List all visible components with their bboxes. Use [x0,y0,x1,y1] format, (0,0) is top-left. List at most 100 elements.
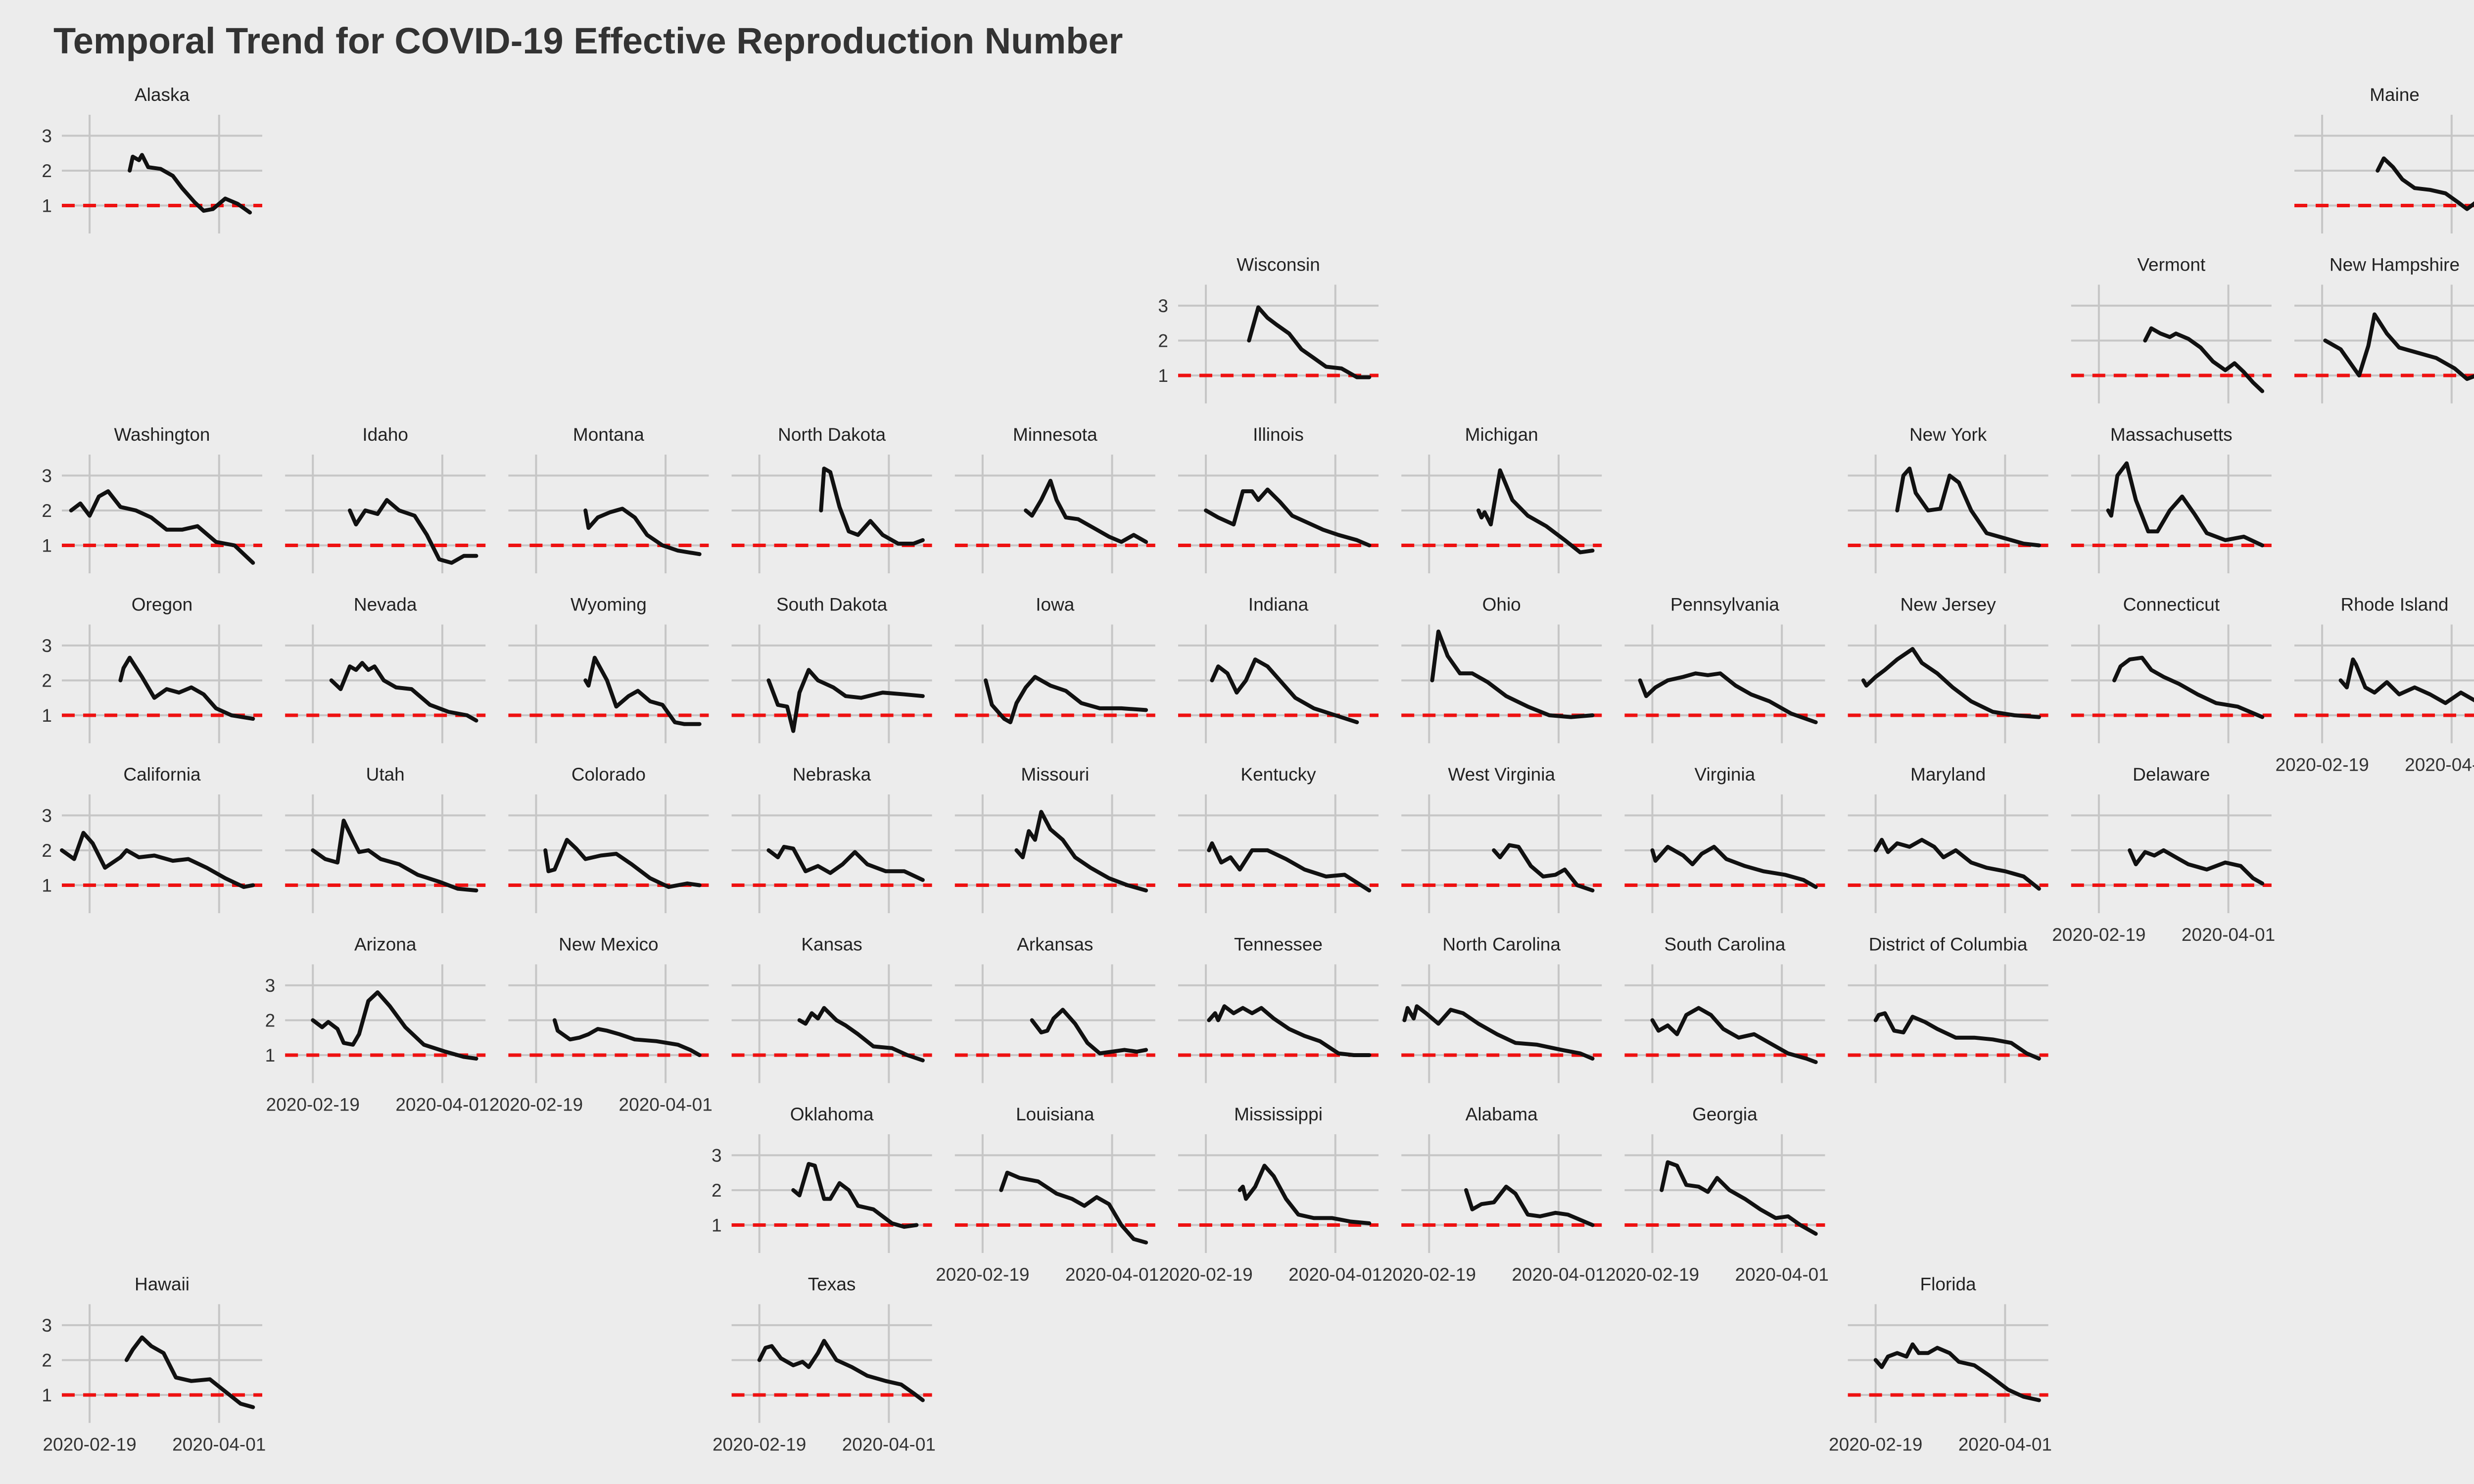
facet-panel-arizona: Arizona 1 2 3 2020-02-19 2020-04-01 [265,934,489,1115]
facet-panel-west-virginia: West Virginia [1401,764,1602,913]
panel-title: Rhode Island [2340,595,2448,615]
rt-series-line [791,1162,919,1229]
facet-panel-virginia: Virginia [1624,764,1825,913]
y-tick-label: 2 [42,501,52,521]
y-tick-label: 3 [42,636,52,656]
rt-series-line [329,661,478,723]
y-tick-label: 2 [1158,330,1168,351]
facet-panel-rhode-island: Rhode Island 2020-02-19 2020-04-01 [2275,595,2474,775]
panel-title: Alabama [1466,1104,1538,1124]
facet-panel-new-hampshire: New Hampshire [2294,255,2474,404]
panel-title: Maryland [1910,764,1986,785]
rt-series-line [1650,844,1818,889]
x-tick-label: 2020-02-19 [43,1435,136,1455]
panel-title: Alaska [135,85,190,105]
x-tick-label: 2020-04-01 [619,1095,713,1115]
y-tick-label: 1 [712,1215,722,1236]
rt-series-line [552,1018,702,1057]
panel-title: Kentucky [1240,764,1316,785]
rt-series-line [1638,671,1818,725]
facet-panel-mississippi: Mississippi 2020-02-19 2020-04-01 [1159,1104,1382,1285]
rt-series-line [1207,1004,1372,1057]
panel-title: Wyoming [571,595,647,615]
x-tick-label: 2020-04-01 [1288,1264,1382,1285]
facet-panel-colorado: Colorado [508,764,709,913]
facet-panel-vermont: Vermont [2071,255,2272,404]
panel-title: Oklahoma [790,1104,874,1124]
panel-title: Vermont [2137,255,2206,275]
facet-panel-north-carolina: North Carolina [1401,934,1602,1083]
y-tick-label: 2 [42,670,52,691]
rt-series-line [124,1335,255,1409]
rt-series-line [60,831,255,889]
y-tick-label: 3 [42,465,52,486]
panel-title: Virginia [1695,764,1756,785]
rt-series-line [766,844,925,882]
y-tick-label: 3 [712,1145,722,1165]
rt-series-line [311,818,478,893]
facet-panel-connecticut: Connecticut [2071,595,2272,743]
facet-panel-texas: Texas 2020-02-19 2020-04-01 [713,1274,936,1455]
rt-series-line [2106,461,2265,548]
panel-title: Maine [2370,85,2420,105]
rt-series-line [348,498,478,565]
facet-panel-south-dakota: South Dakota [731,595,932,743]
rt-series-line [1476,468,1595,555]
y-tick-label: 3 [42,126,52,146]
rt-series-line [1492,843,1595,893]
facet-panel-hawaii: Hawaii 1 2 3 2020-02-19 2020-04-01 [42,1274,266,1455]
panel-title: New Jersey [1900,595,1996,615]
panel-title: North Carolina [1442,934,1561,955]
panel-title: Arkansas [1017,934,1093,955]
facet-panel-alaska: Alaska 1 2 3 [42,85,262,233]
panel-title: West Virginia [1448,764,1555,785]
panel-title: Utah [366,764,405,785]
rt-series-line [1895,466,2041,548]
facet-panel-alabama: Alabama 2020-02-19 2020-04-01 [1382,1104,1606,1285]
facet-panel-florida: Florida 2020-02-19 2020-04-01 [1829,1274,2052,1455]
panel-title: Nebraska [793,764,871,785]
facet-panel-oregon: Oregon 1 2 3 [42,595,262,743]
rt-series-line [1660,1160,1818,1236]
rt-series-line [311,990,478,1061]
y-tick-label: 1 [42,536,52,556]
panel-title: South Carolina [1665,934,1786,955]
y-tick-label: 1 [42,876,52,896]
y-tick-label: 3 [1158,296,1168,316]
panel-title: New York [1909,424,1987,445]
rt-series-line [1430,629,1595,719]
rt-series-line [118,655,255,721]
facet-panel-new-york: New York [1848,424,2048,573]
panel-title: Ohio [1482,595,1521,615]
y-tick-label: 3 [265,975,276,996]
facet-panel-georgia: Georgia 2020-02-19 2020-04-01 [1606,1104,1829,1285]
x-tick-label: 2020-02-19 [1829,1435,1922,1455]
facet-panel-wyoming: Wyoming [508,595,709,743]
facet-panel-washington: Washington 1 2 3 [42,424,262,573]
x-tick-label: 2020-02-19 [1159,1264,1252,1285]
panel-title: Indiana [1248,595,1309,615]
rt-series-line [2338,657,2474,705]
rt-series-line [1873,1011,2041,1061]
facet-panel-kentucky: Kentucky [1178,764,1379,913]
facet-panel-new-jersey: New Jersey [1848,595,2048,743]
x-tick-label: 2020-04-01 [1512,1264,1605,1285]
rt-series-line [819,466,925,546]
facet-panel-indiana: Indiana [1178,595,1379,743]
panel-title: Oregon [132,595,192,615]
facet-panel-massachusetts: Massachusetts [2071,424,2272,573]
rt-series-line [797,1006,925,1063]
rt-series-line [1204,487,1372,548]
panel-title: Connecticut [2123,595,2220,615]
rt-series-line [583,507,702,556]
facet-panel-utah: Utah [285,764,486,913]
y-tick-label: 1 [42,1385,52,1405]
rt-series-line [1873,1342,2041,1402]
panel-title: Illinois [1253,424,1304,445]
x-tick-label: 2020-04-01 [1958,1435,2052,1455]
panel-title: South Dakota [776,595,888,615]
rt-series-line [2112,655,2265,719]
facet-panel-maine: Maine [2294,85,2474,233]
facet-panel-illinois: Illinois [1178,424,1379,573]
